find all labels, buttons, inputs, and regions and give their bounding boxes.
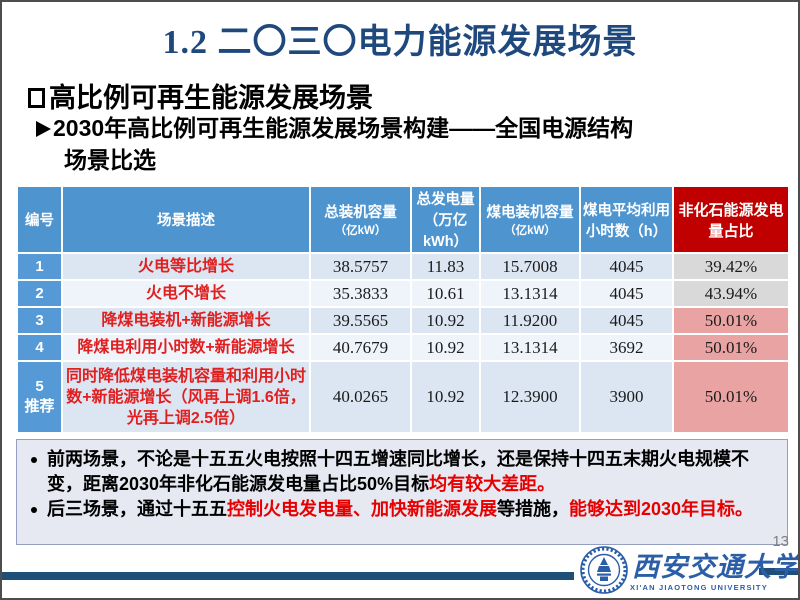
- table-header-row: 编号 场景描述 总装机容量 （亿kW） 总发电量（万亿kWh） 煤电装机容量 （亿k…: [16, 185, 790, 254]
- table-row: 1 火电等比增长 38.5757 11.83 15.7008 4045 39.4…: [16, 252, 790, 281]
- section-heading: 高比例可再生能源发展场景: [28, 76, 373, 115]
- row-desc: 火电不增长: [61, 279, 311, 308]
- row-total-generation: 10.92: [410, 360, 481, 434]
- row-total-capacity: 39.5565: [309, 306, 412, 335]
- sub-heading: 2030年高比例可再生能源发展场景构建——全国电源结构 场景比选: [36, 112, 633, 176]
- header-total-capacity: 总装机容量 （亿kW）: [309, 185, 412, 254]
- row-coal-hours: 4045: [579, 306, 674, 335]
- row-coal-capacity: 15.7008: [479, 252, 581, 281]
- row-id: 5 推荐: [16, 360, 63, 434]
- row-id: 2: [16, 279, 63, 308]
- row-nonfossil-share: 50.01%: [672, 333, 790, 362]
- row-total-capacity: 40.7679: [309, 333, 412, 362]
- bullet-dot-icon: [31, 457, 37, 463]
- footer-bar-left: [2, 572, 574, 580]
- header-id: 编号: [16, 185, 63, 254]
- row-total-generation: 11.83: [410, 252, 481, 281]
- row-total-generation: 10.61: [410, 279, 481, 308]
- note-bullet-1: 前两场景，不论是十五五火电按照十四五增速同比增长，还是保持十四五末期火电规模不变…: [27, 447, 779, 497]
- conclusion-notes-box: 前两场景，不论是十五五火电按照十四五增速同比增长，还是保持十四五末期火电规模不变…: [16, 439, 788, 545]
- row-desc: 降煤电装机+新能源增长: [61, 306, 311, 335]
- row-total-generation: 10.92: [410, 333, 481, 362]
- sub-heading-line2: 场景比选: [64, 147, 156, 173]
- header-coal-capacity: 煤电装机容量 （亿kW）: [479, 185, 581, 254]
- row-total-capacity: 35.3833: [309, 279, 412, 308]
- row-id: 1: [16, 252, 63, 281]
- arrow-bullet-icon: [36, 121, 51, 137]
- row-id: 4: [16, 333, 63, 362]
- header-total-generation: 总发电量（万亿kWh）: [410, 185, 481, 254]
- university-name-en: XI'AN JIAOTONG UNIVERSITY: [630, 583, 768, 592]
- table-row: 4 降煤电利用小时数+新能源增长 40.7679 10.92 13.1314 3…: [16, 333, 790, 362]
- note-bullet-2: 后三场景，通过十五五控制火电发电量、加快新能源发展等措施，能够达到2030年目标…: [27, 497, 779, 522]
- table-row: 3 降煤电装机+新能源增长 39.5565 10.92 11.9200 4045…: [16, 306, 790, 335]
- row-coal-capacity: 11.9200: [479, 306, 581, 335]
- row-coal-hours: 3692: [579, 333, 674, 362]
- university-name-cn: 西安交通大学: [632, 552, 800, 582]
- row-total-capacity: 40.0265: [309, 360, 412, 434]
- row-coal-hours: 4045: [579, 279, 674, 308]
- note-text: 前两场景，不论是十五五火电按照十四五增速同比增长，还是保持十四五末期火电规模不变…: [47, 449, 749, 494]
- row-coal-capacity: 13.1314: [479, 279, 581, 308]
- row-desc: 降煤电利用小时数+新能源增长: [61, 333, 311, 362]
- row-nonfossil-share: 43.94%: [672, 279, 790, 308]
- university-seal-icon: [580, 546, 628, 594]
- square-bullet-icon: [28, 88, 45, 108]
- row-nonfossil-share: 50.01%: [672, 306, 790, 335]
- row-coal-capacity: 13.1314: [479, 333, 581, 362]
- row-nonfossil-share: 50.01%: [672, 360, 790, 434]
- row-desc: 同时降低煤电装机容量和利用小时数+新能源增长（风再上调1.6倍，光再上调2.5倍…: [61, 360, 311, 434]
- header-nonfossil-share: 非化石能源发电量占比: [672, 185, 790, 254]
- slide-title: 1.2 二〇三〇电力能源发展场景: [162, 24, 638, 61]
- row-coal-hours: 4045: [579, 252, 674, 281]
- row-nonfossil-share: 39.42%: [672, 252, 790, 281]
- header-coal-hours: 煤电平均利用小时数（h）: [579, 185, 674, 254]
- section-heading-label: 高比例可再生能源发展场景: [49, 83, 373, 113]
- footer-bar-right: [759, 568, 798, 575]
- table-row: 5 推荐 同时降低煤电装机容量和利用小时数+新能源增长（风再上调1.6倍，光再上…: [16, 360, 790, 434]
- row-total-capacity: 38.5757: [309, 252, 412, 281]
- scenario-table: 编号 场景描述 总装机容量 （亿kW） 总发电量（万亿kWh） 煤电装机容量 （亿k…: [16, 185, 790, 434]
- row-id: 3: [16, 306, 63, 335]
- table-row: 2 火电不增长 35.3833 10.61 13.1314 4045 43.94…: [16, 279, 790, 308]
- sub-heading-line1: 2030年高比例可再生能源发展场景构建——全国电源结构: [36, 112, 633, 144]
- page-number: 13: [772, 533, 789, 550]
- row-total-generation: 10.92: [410, 306, 481, 335]
- header-desc: 场景描述: [61, 185, 311, 254]
- note-text: 后三场景，通过十五五控制火电发电量、加快新能源发展等措施，能够达到2030年目标…: [47, 499, 754, 519]
- bullet-dot-icon: [31, 507, 37, 513]
- row-coal-hours: 3900: [579, 360, 674, 434]
- row-coal-capacity: 12.3900: [479, 360, 581, 434]
- row-desc: 火电等比增长: [61, 252, 311, 281]
